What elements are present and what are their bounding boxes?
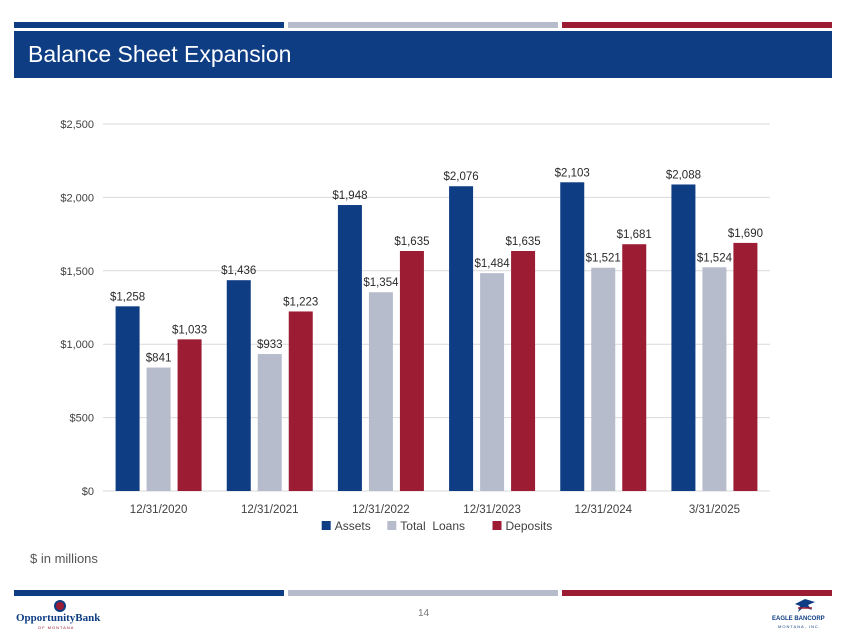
eagle-bancorp-brand: EAGLE BANCORP (772, 616, 825, 622)
data-label: $841 (146, 353, 172, 365)
x-tick-label: 12/31/2022 (352, 504, 410, 516)
x-tick-label: 3/31/2025 (689, 504, 740, 516)
accent-segment-red (562, 590, 832, 596)
data-label: $1,521 (586, 253, 621, 265)
bar-total-loans (257, 354, 282, 491)
y-tick-label: $1,000 (60, 339, 94, 351)
data-label: $1,524 (697, 252, 733, 264)
legend-swatch (321, 521, 331, 530)
y-tick-label: $2,000 (60, 192, 94, 204)
bar-assets (226, 280, 251, 491)
bar-assets (337, 205, 362, 491)
y-tick-label: $1,500 (60, 266, 94, 278)
accent-segment-blue (14, 22, 284, 28)
accent-segment-blue (14, 590, 284, 596)
x-tick-label: 12/31/2021 (241, 504, 299, 516)
bar-deposits (511, 250, 536, 491)
data-label: $2,088 (666, 169, 701, 181)
legend-swatch (387, 521, 397, 530)
eagle-bancorp-logo-icon (795, 599, 815, 612)
data-label: $1,484 (474, 258, 510, 270)
data-label: $1,690 (728, 228, 763, 240)
bar-deposits (399, 250, 424, 491)
bar-total-loans (146, 367, 171, 491)
x-tick-label: 12/31/2020 (130, 504, 188, 516)
data-label: $1,223 (283, 296, 318, 308)
data-label: $933 (257, 339, 283, 351)
top-accent-strip (14, 22, 832, 28)
data-label: $1,681 (617, 229, 652, 241)
bar-deposits (622, 244, 647, 491)
bar-deposits (733, 242, 758, 491)
data-label: $1,258 (110, 291, 145, 303)
bar-total-loans (591, 267, 616, 491)
y-tick-label: $0 (82, 486, 94, 498)
data-label: $2,103 (555, 167, 590, 179)
data-label: $2,076 (443, 171, 478, 183)
data-label: $1,354 (363, 277, 399, 289)
bar-assets (671, 184, 696, 491)
opportunity-bank-brand: OpportunityBank (16, 612, 101, 624)
accent-segment-red (562, 22, 832, 28)
legend-swatch (492, 521, 502, 530)
data-label: $1,635 (394, 236, 429, 248)
data-label: $1,436 (221, 265, 256, 277)
page-number: 14 (417, 608, 430, 619)
opportunity-bank-logo-icon (54, 600, 66, 612)
y-tick-label: $500 (70, 413, 94, 425)
footnote: $ in millions (30, 551, 98, 566)
slide-title: Balance Sheet Expansion (14, 31, 832, 78)
bar-total-loans (480, 273, 505, 491)
data-label: $1,948 (332, 190, 367, 202)
x-tick-label: 12/31/2024 (574, 504, 632, 516)
eagle-bancorp-logo: EAGLE BANCORP MONTANA, INC. (772, 596, 834, 632)
bar-assets (560, 182, 585, 491)
legend-label: Deposits (506, 519, 553, 533)
opportunity-bank-logo: OpportunityBank OF MONTANA (16, 600, 106, 630)
legend-label: Total Loans (400, 519, 465, 533)
opportunity-bank-subtitle: OF MONTANA (38, 625, 75, 630)
legend-label: Assets (335, 519, 371, 533)
bar-deposits (288, 311, 313, 491)
x-tick-label: 12/31/2023 (463, 504, 521, 516)
y-tick-label: $2,500 (60, 119, 94, 131)
bar-deposits (177, 339, 202, 491)
balance-sheet-chart: $0 $500 $1,000 $1,500 $2,000 $2,500 $1,258 $841… (60, 119, 770, 533)
eagle-bancorp-subtitle: MONTANA, INC. (778, 624, 821, 629)
bottom-accent-strip (14, 590, 832, 596)
data-label: $1,033 (172, 324, 207, 336)
bar-assets (449, 186, 474, 491)
data-label: $1,635 (505, 236, 540, 248)
bar-total-loans (368, 292, 393, 491)
accent-segment-gray (288, 22, 558, 28)
bar-total-loans (702, 267, 727, 491)
accent-segment-gray (288, 590, 558, 596)
bar-assets (115, 306, 140, 491)
